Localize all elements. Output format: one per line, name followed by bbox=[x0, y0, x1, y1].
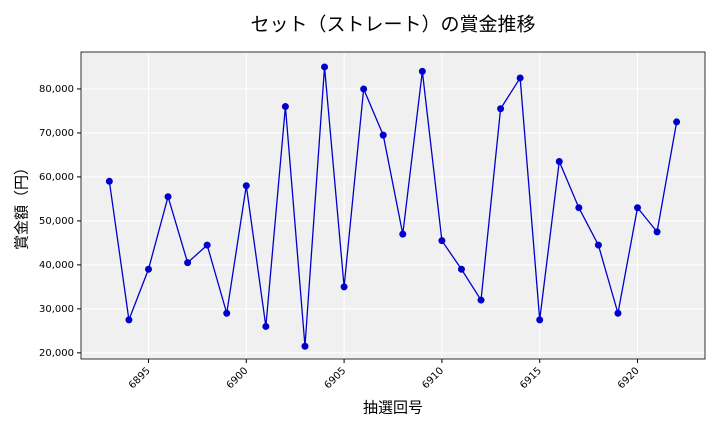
y-tick-label: 80,000 bbox=[39, 84, 74, 95]
data-point bbox=[418, 67, 426, 75]
data-point bbox=[516, 74, 524, 82]
data-point bbox=[321, 63, 329, 71]
y-tick-label: 50,000 bbox=[39, 216, 74, 227]
data-point bbox=[477, 296, 485, 304]
data-point bbox=[634, 204, 642, 212]
data-point bbox=[555, 158, 563, 166]
y-axis-label: 賞金額（円） bbox=[13, 160, 31, 250]
y-tick-label: 40,000 bbox=[39, 260, 74, 271]
x-axis-label: 抽選回号 bbox=[363, 399, 423, 417]
data-point bbox=[281, 103, 289, 111]
y-tick-label: 70,000 bbox=[39, 128, 74, 139]
data-point bbox=[105, 177, 113, 185]
y-tick-label: 60,000 bbox=[39, 172, 74, 183]
x-tick-label: 6915 bbox=[518, 365, 544, 391]
data-point bbox=[457, 265, 465, 273]
series-line bbox=[108, 66, 678, 347]
data-point bbox=[164, 193, 172, 201]
y-tick-label: 30,000 bbox=[39, 304, 74, 315]
x-tick-label: 6895 bbox=[127, 365, 153, 391]
data-point bbox=[184, 259, 192, 267]
data-point bbox=[144, 265, 152, 273]
plot-area bbox=[81, 52, 705, 359]
data-point bbox=[497, 105, 505, 113]
x-tick-label: 6905 bbox=[323, 365, 349, 391]
data-point bbox=[673, 118, 681, 126]
data-point bbox=[536, 316, 544, 324]
data-point bbox=[594, 241, 602, 249]
x-tick-label: 6900 bbox=[225, 365, 251, 391]
data-point bbox=[125, 316, 133, 324]
data-point bbox=[360, 85, 368, 93]
data-point bbox=[262, 322, 270, 330]
x-tick-label: 6910 bbox=[420, 365, 446, 391]
data-point bbox=[614, 309, 622, 317]
data-point bbox=[340, 283, 348, 291]
y-tick-label: 20,000 bbox=[39, 348, 74, 359]
data-point bbox=[575, 204, 583, 212]
x-tick-label: 6920 bbox=[616, 365, 642, 391]
data-point bbox=[399, 230, 407, 238]
data-point bbox=[223, 309, 231, 317]
data-point bbox=[301, 342, 309, 350]
data-point bbox=[653, 228, 661, 236]
chart-title: セット（ストレート）の賞金推移 bbox=[250, 14, 535, 36]
data-point bbox=[379, 131, 387, 139]
data-point bbox=[203, 241, 211, 249]
data-point bbox=[438, 237, 446, 245]
plot-border bbox=[80, 51, 706, 360]
data-point bbox=[242, 182, 250, 190]
